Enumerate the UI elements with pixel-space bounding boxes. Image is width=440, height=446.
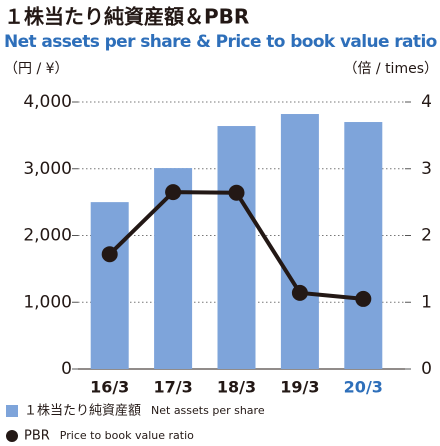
bar bbox=[280, 114, 319, 369]
legend-label: １株当たり純資産額 bbox=[24, 403, 141, 419]
marker bbox=[228, 184, 245, 201]
marker bbox=[165, 184, 182, 201]
y-tick-label: 4,000 bbox=[23, 92, 72, 112]
y2-tick-label: 2 bbox=[421, 226, 432, 246]
y-axis-label: （円 / ¥） bbox=[4, 61, 69, 77]
bar bbox=[154, 168, 193, 369]
bar bbox=[90, 202, 129, 369]
y-tick-label: 2,000 bbox=[23, 226, 72, 246]
y2-tick-label: 3 bbox=[421, 159, 432, 179]
y2-axis-label: （倍 / times） bbox=[343, 61, 438, 77]
y2-tick-label: 4 bbox=[421, 92, 432, 112]
x-tick-label: 19/3 bbox=[280, 378, 319, 397]
marker bbox=[101, 246, 118, 263]
marker bbox=[291, 284, 308, 301]
legend-label-en: Net assets per share bbox=[151, 404, 265, 417]
y-tick-label: 3,000 bbox=[23, 159, 72, 179]
bar bbox=[217, 126, 256, 369]
x-tick-label: 17/3 bbox=[153, 378, 192, 397]
x-tick-label: 20/3 bbox=[344, 378, 383, 397]
y2-tick-label: 1 bbox=[421, 292, 432, 312]
legend-label-en: Price to book value ratio bbox=[60, 429, 194, 442]
chart-subtitle: Net assets per share & Price to book val… bbox=[4, 32, 437, 52]
y-tick-label: 1,000 bbox=[23, 292, 72, 312]
marker bbox=[355, 290, 372, 307]
x-tick-label: 18/3 bbox=[217, 378, 256, 397]
legend-label: PBR bbox=[24, 429, 50, 444]
legend-swatch bbox=[6, 405, 18, 417]
y-tick-label: 0 bbox=[61, 359, 72, 379]
bar bbox=[344, 122, 383, 370]
x-tick-label: 16/3 bbox=[90, 378, 129, 397]
legend-swatch bbox=[6, 430, 18, 442]
y2-tick-label: 0 bbox=[421, 359, 432, 379]
chart-title: １株当たり純資産額＆PBR bbox=[4, 5, 249, 29]
